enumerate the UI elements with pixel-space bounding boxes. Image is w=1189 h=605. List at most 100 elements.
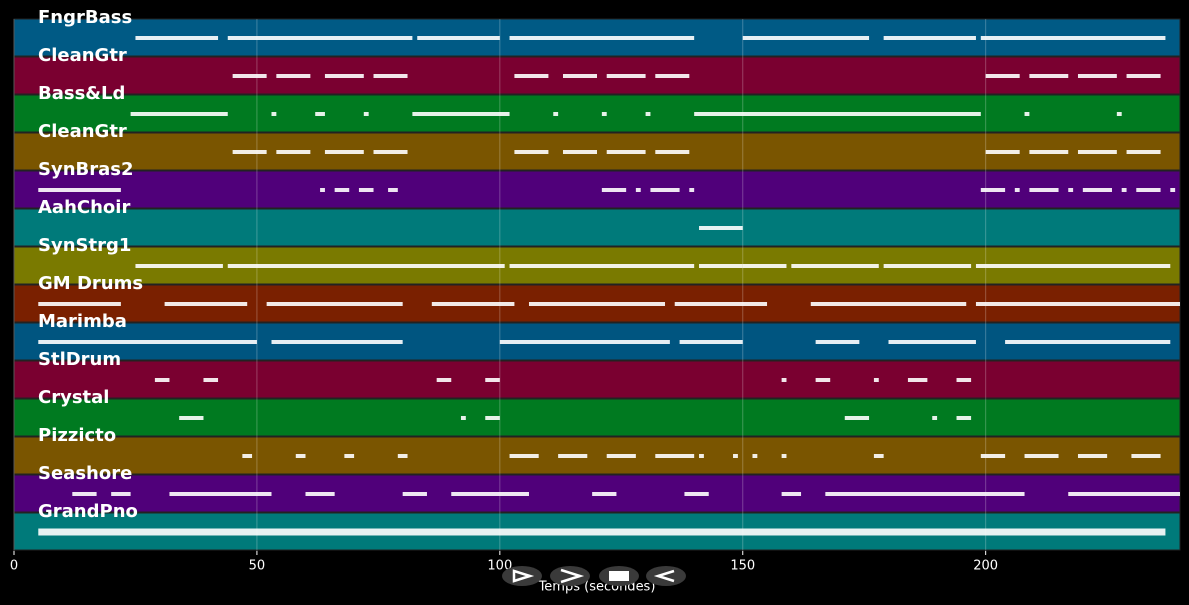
note-run <box>344 454 355 458</box>
note-run <box>227 36 413 40</box>
note-run <box>956 378 972 382</box>
track-name: CleanGtr <box>38 121 127 142</box>
note-run <box>694 112 981 116</box>
note-run <box>485 378 500 382</box>
note-run <box>980 36 1166 40</box>
note-run <box>305 492 335 496</box>
note-run <box>733 454 738 458</box>
note-run <box>1024 454 1059 458</box>
note-run <box>315 112 325 116</box>
note-run <box>558 454 588 458</box>
note-run <box>883 36 976 40</box>
track-name: Bass&Ld <box>38 83 125 104</box>
note-run <box>169 492 272 496</box>
note-run <box>562 74 597 78</box>
note-run <box>320 188 325 192</box>
note-run <box>781 454 787 458</box>
note-run <box>1029 188 1059 192</box>
x-tick-label: 100 <box>487 559 512 574</box>
note-run <box>266 302 403 306</box>
note-run <box>227 264 505 268</box>
note-run <box>1126 150 1161 154</box>
track-band <box>13 208 1181 247</box>
track-band <box>13 360 1181 399</box>
note-run <box>980 188 1006 192</box>
note-run <box>699 226 743 230</box>
note-run <box>1014 188 1020 192</box>
note-run <box>781 492 802 496</box>
note-run <box>1068 188 1074 192</box>
note-run <box>38 302 121 306</box>
note-run <box>655 454 695 458</box>
notes <box>38 36 1180 536</box>
note-run <box>135 264 223 268</box>
note-run <box>844 416 870 420</box>
playback-controls <box>502 566 686 586</box>
note-run <box>562 150 597 154</box>
track-name: FngrBass <box>38 7 132 28</box>
stop-button[interactable] <box>599 566 639 586</box>
note-run <box>334 188 350 192</box>
note-run <box>373 150 408 154</box>
note-run <box>810 302 967 306</box>
note-run <box>699 454 704 458</box>
note-run <box>1029 150 1069 154</box>
note-run <box>111 492 131 496</box>
note-run <box>1170 188 1176 192</box>
track-name: SynStrg1 <box>38 235 131 256</box>
note-run <box>888 340 976 344</box>
note-run <box>460 416 466 420</box>
note-run <box>358 188 374 192</box>
note-run <box>980 454 1006 458</box>
note-run <box>154 378 170 382</box>
note-run <box>38 188 121 192</box>
note-run <box>679 340 743 344</box>
track-name: Marimba <box>38 311 127 332</box>
note-run <box>553 112 559 116</box>
note-run <box>436 378 452 382</box>
note-run <box>742 36 870 40</box>
note-run <box>645 112 651 116</box>
note-run <box>242 454 253 458</box>
note-run <box>388 188 398 192</box>
note-run <box>1029 74 1069 78</box>
forward-button[interactable] <box>550 566 590 586</box>
note-run <box>815 340 860 344</box>
note-run <box>1077 454 1108 458</box>
note-run <box>232 74 267 78</box>
note-run <box>815 378 831 382</box>
x-tick-label: 200 <box>973 559 998 574</box>
grid <box>13 19 987 551</box>
track-name: Pizzicto <box>38 425 116 446</box>
x-tick-label: 50 <box>249 559 266 574</box>
note-run <box>655 150 690 154</box>
note-run <box>601 112 607 116</box>
note-run <box>1077 150 1117 154</box>
play-button[interactable] <box>502 566 542 586</box>
note-run <box>1131 454 1161 458</box>
note-run <box>528 302 666 306</box>
note-run <box>1024 112 1030 116</box>
track-name: StlDrum <box>38 349 121 370</box>
note-run <box>985 150 1020 154</box>
note-run <box>1126 74 1161 78</box>
note-run <box>509 454 539 458</box>
note-run <box>402 492 427 496</box>
note-run <box>324 150 364 154</box>
note-run <box>271 112 277 116</box>
x-tick-label: 0 <box>10 559 18 574</box>
note-run <box>373 74 408 78</box>
note-run <box>135 36 219 40</box>
note-run <box>451 492 529 496</box>
tracks <box>13 18 1181 551</box>
back-button[interactable] <box>646 566 686 586</box>
note-run <box>825 492 1025 496</box>
note-run <box>606 74 646 78</box>
note-run <box>592 492 617 496</box>
track-name: SynBras2 <box>38 159 134 180</box>
note-run <box>985 74 1020 78</box>
track-labels: FngrBass CleanGtr Bass&Ld CleanGtr SynBras2 A… <box>38 7 143 522</box>
note-run <box>72 492 97 496</box>
